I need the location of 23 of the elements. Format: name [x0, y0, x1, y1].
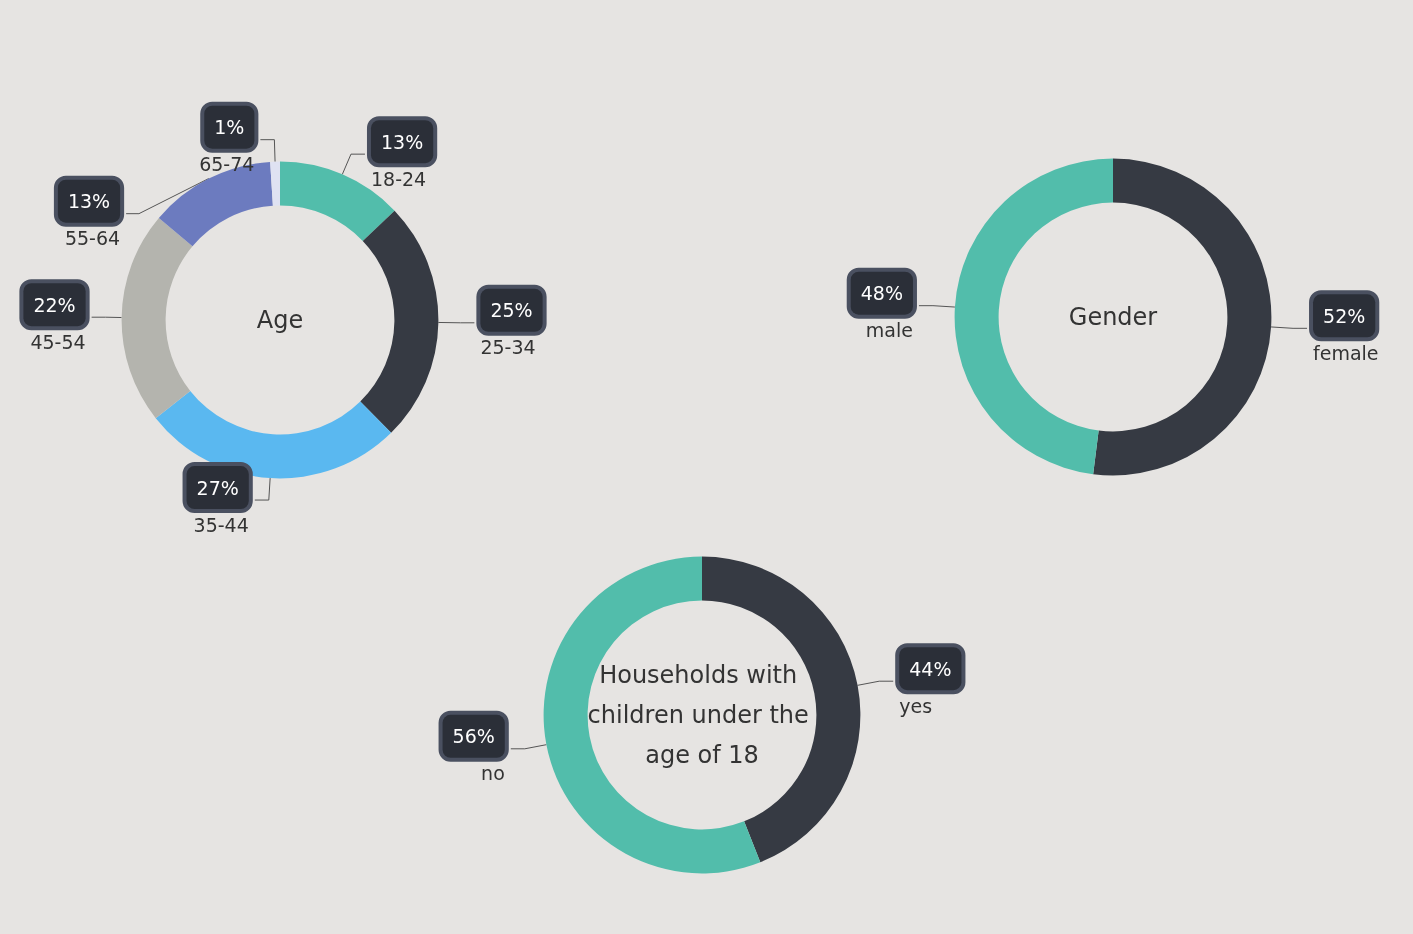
data-label: 22% — [33, 293, 76, 316]
data-label: 25% — [490, 299, 533, 322]
slice-label: no — [481, 762, 505, 785]
data-label: 1% — [214, 116, 245, 139]
slice-label: 65-74 — [199, 153, 255, 176]
data-label: 13% — [67, 190, 111, 213]
slice-label: 45-54 — [30, 330, 86, 353]
data-label: 48% — [860, 282, 903, 305]
data-label: 13% — [380, 130, 424, 153]
slice-label: 55-64 — [64, 227, 121, 250]
data-label: 52% — [1323, 304, 1366, 327]
data-label: 44% — [909, 657, 952, 680]
text: Households with children under the age of 18 — [587, 661, 817, 769]
slice-label: male — [865, 319, 913, 342]
slice-label: 35-44 — [193, 513, 249, 536]
data-label: 56% — [452, 725, 495, 748]
legend-label: yes — [899, 694, 933, 717]
slice-label: 18-24 — [370, 167, 427, 190]
text: Age — [256, 306, 304, 334]
legend-label: female — [1313, 341, 1379, 364]
text: Gender — [1068, 303, 1158, 331]
data-label: 27% — [196, 476, 239, 499]
legend-label: 25-34 — [480, 336, 536, 359]
